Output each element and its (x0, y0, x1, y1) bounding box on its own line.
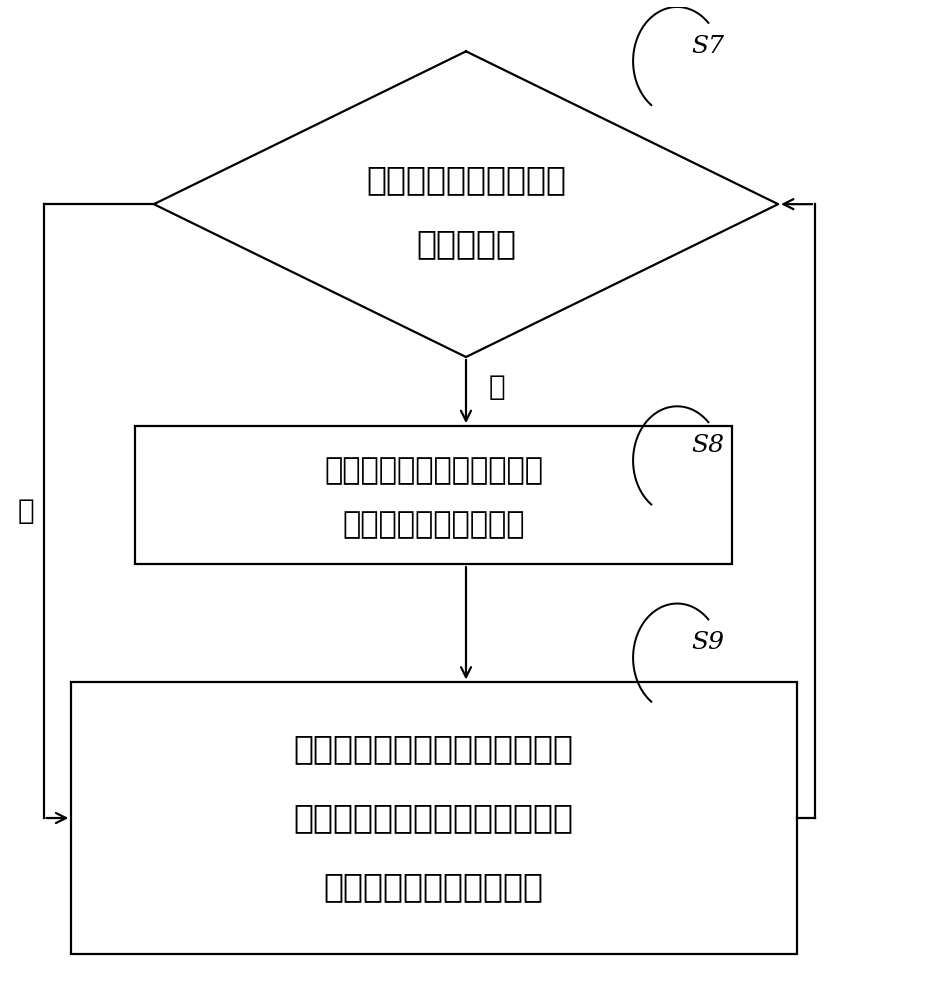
Text: S7: S7 (691, 35, 724, 58)
Text: 工控机控制自动栏杆机抬杆，首: 工控机控制自动栏杆机抬杆，首 (294, 732, 574, 765)
Polygon shape (135, 426, 733, 564)
Text: 否: 否 (489, 373, 505, 401)
Text: 辆车通过自动栏杆机后，第二辆: 辆车通过自动栏杆机后，第二辆 (294, 802, 574, 835)
Polygon shape (71, 682, 797, 954)
Text: 是: 是 (18, 497, 34, 525)
Text: 车成为列队的新的首辆车: 车成为列队的新的首辆车 (323, 871, 544, 904)
Text: 已完成交易: 已完成交易 (416, 227, 516, 260)
Text: ，等待首辆车完成交易: ，等待首辆车完成交易 (343, 510, 525, 539)
Text: S9: S9 (691, 631, 724, 654)
Text: 工控机控制自动栏杆机降杆: 工控机控制自动栏杆机降杆 (324, 456, 543, 485)
Text: 判断列队的首辆车是否: 判断列队的首辆车是否 (366, 163, 566, 196)
Text: S8: S8 (691, 434, 724, 457)
